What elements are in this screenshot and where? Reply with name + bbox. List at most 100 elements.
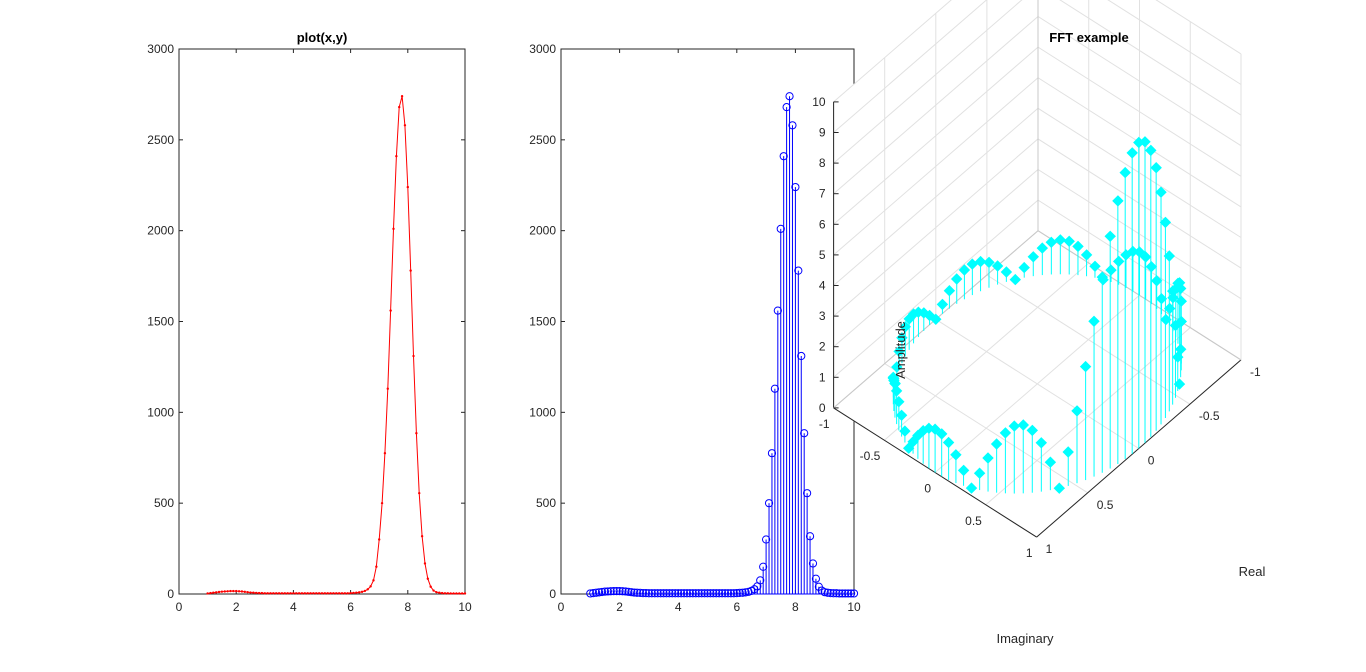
subplot-1-series: [206, 95, 467, 595]
stem-marker: [838, 589, 847, 598]
stem-marker: [659, 589, 668, 598]
stem3-marker: [1036, 242, 1049, 254]
stem-marker: [600, 587, 610, 596]
data-point-marker: [423, 562, 427, 565]
data-point-marker: [315, 592, 318, 595]
data-point-marker: [229, 589, 232, 593]
data-point-marker: [383, 452, 387, 455]
data-point-marker: [212, 591, 215, 594]
data-point-marker: [415, 432, 418, 435]
stem-marker: [773, 306, 782, 315]
stem-marker: [641, 588, 651, 598]
x-tick-label: 0: [558, 600, 565, 614]
stem3-marker: [990, 438, 1003, 450]
data-point-marker: [403, 124, 407, 127]
stem-marker: [803, 489, 812, 498]
data-point-marker: [226, 590, 229, 593]
stem3-marker: [1150, 161, 1162, 174]
stem3-marker: [1145, 144, 1157, 157]
stem3-marker: [1175, 295, 1188, 307]
subplot-3-title: FFT example: [1049, 30, 1128, 45]
stem3-marker: [965, 482, 978, 494]
stem-marker: [679, 589, 689, 598]
data-point-marker: [443, 592, 447, 595]
stem-marker: [627, 588, 636, 597]
stem3-marker: [893, 395, 905, 408]
subplot-2-series: [586, 92, 859, 598]
data-point-marker: [303, 592, 307, 595]
stem-marker: [788, 121, 797, 130]
stem3-marker: [982, 452, 994, 464]
data-point-marker: [312, 592, 315, 595]
stem-marker: [741, 588, 750, 597]
data-point-marker: [320, 592, 324, 595]
stem-marker: [820, 588, 829, 597]
y-tick-label: 500: [536, 496, 556, 510]
stem3-marker: [1063, 235, 1075, 248]
stem-marker: [811, 574, 821, 583]
stem3-marker: [1089, 260, 1101, 273]
stem3-marker: [943, 284, 956, 297]
stem3-marker: [1026, 424, 1039, 437]
data-point-marker: [429, 585, 432, 588]
stem-marker: [732, 588, 741, 598]
data-point-marker: [206, 592, 209, 595]
stem-marker: [720, 589, 730, 598]
stem3-marker: [950, 449, 962, 461]
stem3-marker: [958, 264, 971, 276]
data-point-marker: [209, 591, 212, 595]
data-point-marker: [286, 592, 289, 595]
stem3-marker: [890, 385, 903, 397]
y-tick-label: 1500: [529, 315, 556, 329]
z-tick-label: 0: [819, 401, 826, 415]
data-point-marker: [463, 592, 467, 595]
data-point-marker: [398, 105, 401, 109]
stem3-marker: [935, 428, 948, 440]
data-point-marker: [306, 592, 309, 595]
data-point-marker: [432, 589, 435, 592]
x-tick-label: 6: [733, 600, 740, 614]
stem-marker: [677, 589, 686, 598]
wall-grid-line: [833, 0, 1242, 103]
stem-marker: [785, 92, 794, 101]
stem-marker: [782, 103, 791, 112]
subplot-3-zlabel: Amplitude: [893, 321, 908, 379]
stem-marker: [823, 588, 832, 597]
data-point-marker: [269, 592, 272, 595]
data-point-marker: [418, 491, 421, 495]
data-point-marker: [323, 592, 327, 595]
stem3-marker: [999, 427, 1012, 439]
stem3-marker: [1018, 261, 1030, 274]
data-point-marker: [386, 387, 389, 390]
stem-marker: [586, 589, 595, 598]
stem-marker: [691, 589, 700, 598]
data-point-marker: [289, 592, 292, 595]
subplot-3-series: [887, 136, 1188, 494]
x-tick-label: 2: [616, 600, 623, 614]
stem-marker: [668, 589, 677, 598]
data-point-marker: [360, 590, 364, 594]
data-point-marker: [343, 592, 347, 595]
stem-marker: [712, 589, 721, 598]
stem-marker: [647, 589, 656, 598]
data-point-marker: [340, 592, 344, 595]
subplot-1-ticks: 0 2 4 6 8 10 0 500 1000 1500 2000 2500 3000: [147, 42, 472, 614]
stem-marker: [779, 152, 788, 161]
real-axis-tick-label: -0.5: [1199, 409, 1220, 423]
stem3-marker: [896, 332, 908, 344]
stem3-marker: [1139, 251, 1152, 263]
data-point-marker: [346, 592, 349, 595]
stem3-marker: [957, 464, 970, 477]
stem-marker: [638, 588, 648, 598]
data-point-marker: [446, 592, 450, 595]
data-point-marker: [400, 95, 404, 98]
stem-marker: [609, 586, 618, 596]
stem3-marker: [1133, 136, 1145, 149]
data-point-marker: [275, 592, 278, 595]
stem-marker: [826, 588, 835, 598]
y-tick-label: 3000: [529, 42, 556, 56]
stem3-marker: [1173, 378, 1186, 390]
stem-marker: [759, 562, 768, 571]
imaginary-axis-tick-label: 1: [1026, 546, 1033, 560]
